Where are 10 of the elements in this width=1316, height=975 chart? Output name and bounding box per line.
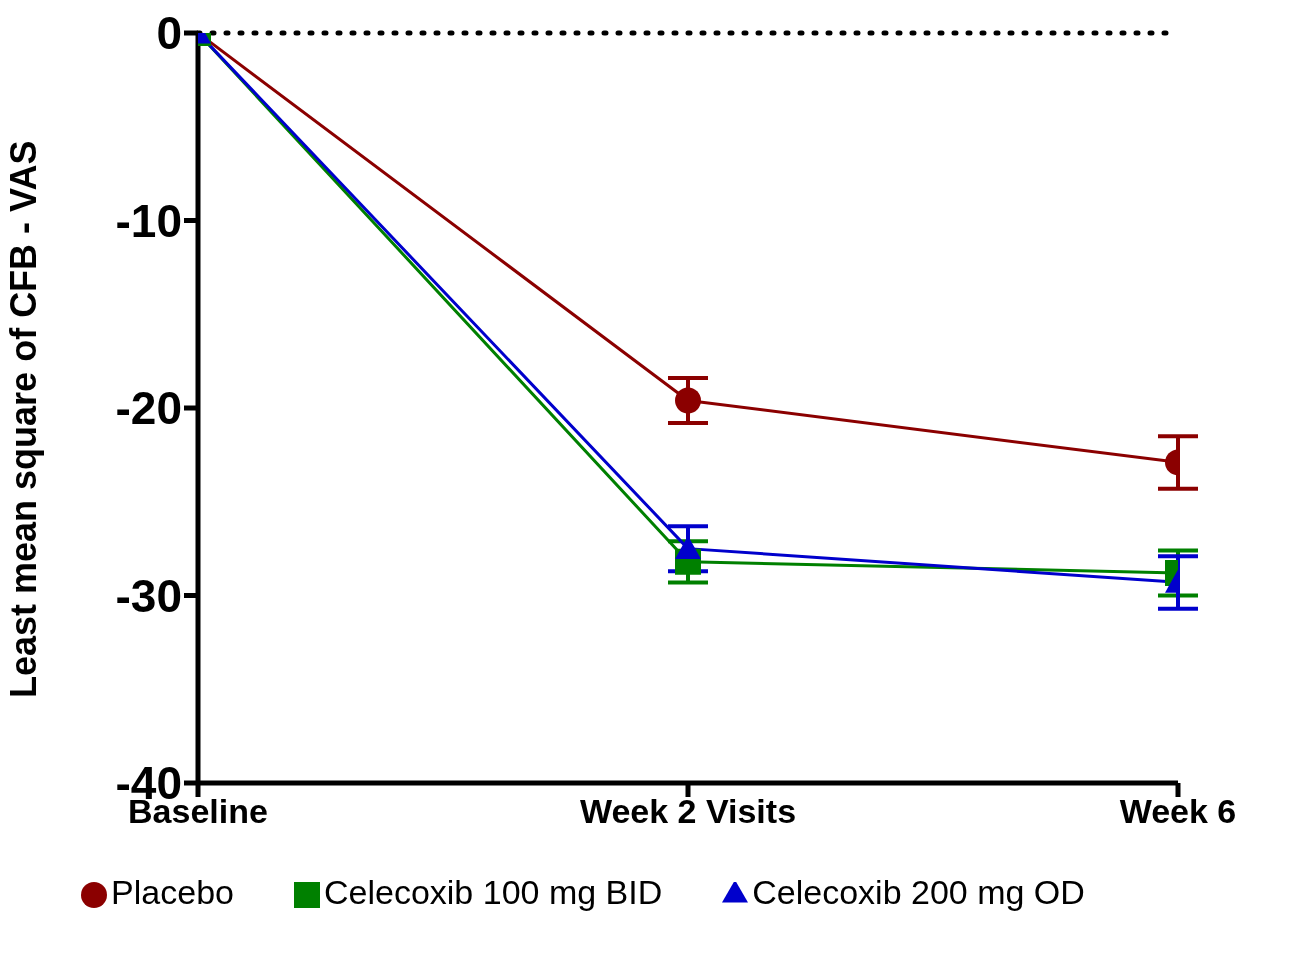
legend-label: Celecoxib 200 mg OD <box>752 873 1085 911</box>
y-tick-label: -20 <box>115 382 182 435</box>
legend-label: Placebo <box>111 873 234 911</box>
y-tick-label: -10 <box>115 194 182 247</box>
y-tick-label: -30 <box>115 569 182 622</box>
y-tick-label: 0 <box>156 7 182 60</box>
x-tick-label: Week 2 Visits <box>579 792 797 831</box>
y-axis-title: Least mean square of CFB - VAS <box>2 140 44 698</box>
x-tick-label: Week 6 <box>1119 792 1237 831</box>
legend-label: Celecoxib 100 mg BID <box>323 873 663 911</box>
